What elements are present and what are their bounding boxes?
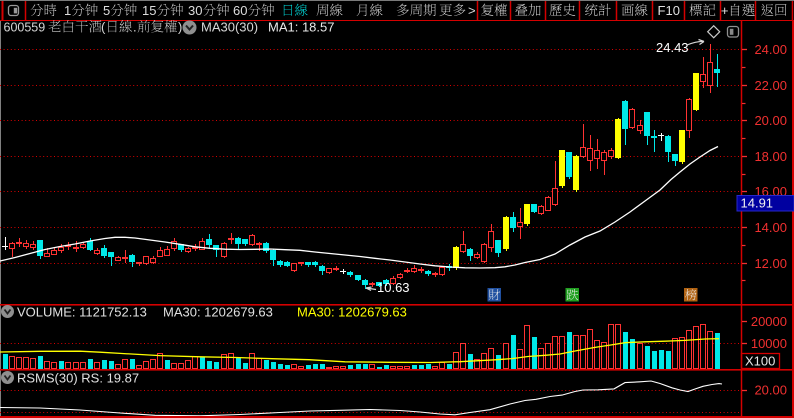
- svg-text:18.00: 18.00: [754, 149, 787, 164]
- svg-text:10.63: 10.63: [377, 280, 410, 295]
- svg-text:60: 60: [233, 3, 247, 18]
- svg-text:24.00: 24.00: [754, 42, 787, 57]
- svg-text:+: +: [721, 3, 729, 18]
- svg-text:>: >: [468, 3, 476, 18]
- svg-text:): ): [178, 20, 182, 35]
- svg-text:.: .: [133, 20, 137, 35]
- svg-text:VOLUME: 1121752.13: VOLUME: 1121752.13: [17, 305, 147, 320]
- svg-text:F10: F10: [658, 3, 680, 18]
- svg-text:RSMS(30) RS: 19.87: RSMS(30) RS: 19.87: [17, 371, 139, 386]
- svg-text:12.00: 12.00: [754, 256, 787, 271]
- svg-text:5: 5: [103, 3, 110, 18]
- svg-text:30: 30: [188, 3, 202, 18]
- svg-text:20.00: 20.00: [754, 383, 787, 398]
- svg-text:1: 1: [64, 3, 71, 18]
- svg-text:15: 15: [142, 3, 156, 18]
- svg-text:14.00: 14.00: [754, 220, 787, 235]
- svg-text:X100: X100: [745, 354, 775, 369]
- svg-text:(: (: [101, 20, 106, 35]
- svg-text:22.00: 22.00: [754, 78, 787, 93]
- svg-text:MA30: 1202679.63: MA30: 1202679.63: [163, 305, 273, 320]
- svg-text:MA30(30): MA30(30): [201, 20, 258, 35]
- svg-text:20000: 20000: [751, 314, 787, 329]
- svg-text:MA1: 18.57: MA1: 18.57: [268, 20, 335, 35]
- svg-text:14.91: 14.91: [741, 196, 774, 211]
- svg-text:24.43: 24.43: [656, 40, 689, 55]
- svg-text:20.00: 20.00: [754, 113, 787, 128]
- svg-text:MA30: 1202679.63: MA30: 1202679.63: [297, 305, 407, 320]
- svg-text:600559: 600559: [4, 21, 46, 35]
- svg-text:10000: 10000: [751, 336, 787, 351]
